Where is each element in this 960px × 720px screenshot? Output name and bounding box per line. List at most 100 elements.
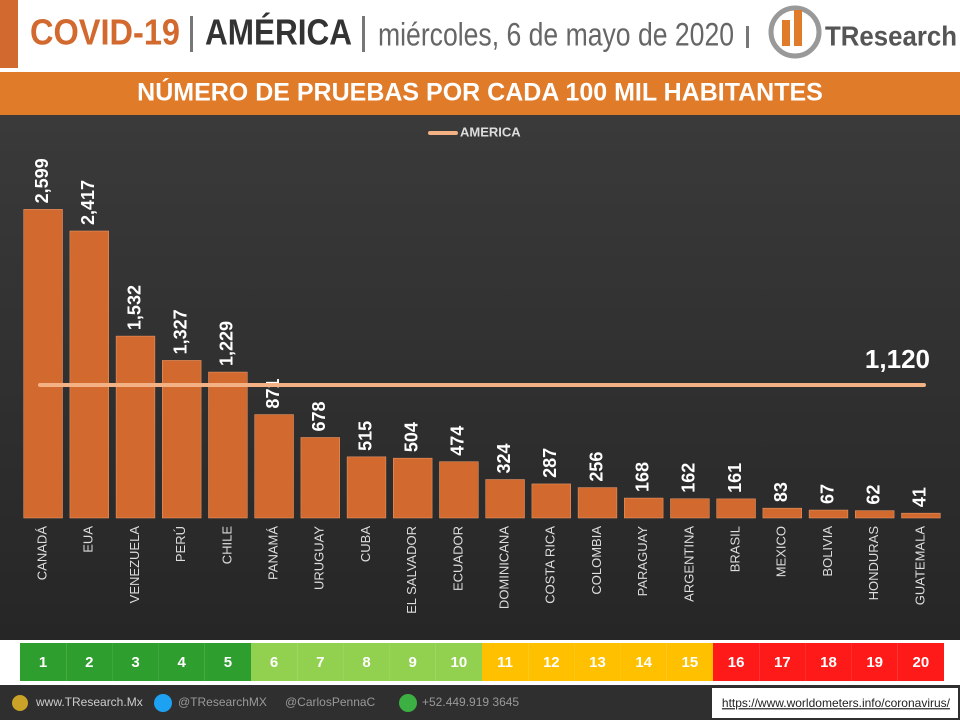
- x-tick-label: GUATEMALA: [912, 526, 927, 606]
- rank-label: 19: [866, 654, 883, 671]
- icon: [154, 694, 172, 712]
- rank-label: 1: [39, 654, 47, 671]
- rank-label: 13: [589, 654, 606, 671]
- bar: [254, 414, 294, 519]
- x-tick-label: VENEZUELA: [127, 526, 142, 604]
- rank-label: 12: [543, 654, 560, 671]
- value-label: 168: [632, 462, 652, 492]
- chart-title: NÚMERO DE PRUEBAS POR CADA 100 MIL HABIT…: [137, 77, 823, 107]
- logo-text: TResearch: [825, 20, 957, 51]
- bar: [762, 507, 802, 519]
- rank-cell: [713, 643, 760, 681]
- footer-twitter: @CarlosPennaC: [285, 695, 376, 709]
- rank-label: 14: [635, 654, 652, 671]
- logo-icon: [794, 10, 802, 46]
- rank-label: 8: [362, 654, 370, 671]
- rank-label: 4: [178, 654, 187, 671]
- rank-label: 9: [409, 654, 417, 671]
- x-tick-label: PANAMÁ: [266, 526, 281, 580]
- rank-cell: [389, 643, 436, 681]
- rank-cell: [574, 643, 621, 681]
- header-title: COVID-19: [30, 12, 180, 53]
- footer-source[interactable]: https://www.worldometers.info/coronaviru…: [722, 696, 951, 710]
- rank-label: 18: [820, 654, 837, 671]
- bar: [855, 510, 895, 519]
- x-tick-label: ARGENTINA: [681, 526, 696, 602]
- rank-cell: [20, 643, 67, 681]
- value-label: 161: [725, 463, 745, 493]
- rank-label: 20: [913, 654, 930, 671]
- rank-cell: [666, 643, 713, 681]
- bar: [716, 498, 756, 519]
- value-label: 1,532: [124, 285, 144, 330]
- x-tick-label: EUA: [81, 526, 96, 553]
- rank-label: 5: [224, 654, 232, 671]
- source-bg: [712, 688, 958, 718]
- bar: [23, 209, 63, 519]
- rank-cell: [620, 643, 667, 681]
- footer-site: www.TResearch.Mx: [35, 695, 143, 709]
- rank-cell: [204, 643, 251, 681]
- x-tick-label: DOMINICANA: [497, 526, 512, 609]
- x-tick-label: CUBA: [358, 526, 373, 562]
- rank-label: 17: [774, 654, 791, 671]
- bar: [901, 512, 941, 519]
- bar: [393, 457, 433, 519]
- x-tick-label: PARAGUAY: [635, 526, 650, 597]
- bar: [531, 483, 571, 519]
- bar: [69, 230, 109, 519]
- rank-cell: [805, 643, 852, 681]
- rank-cell: [66, 643, 113, 681]
- rank-label: 16: [728, 654, 745, 671]
- value-label: 2,599: [32, 158, 52, 203]
- bar: [670, 498, 710, 519]
- value-label: 256: [586, 452, 606, 482]
- value-label: 324: [494, 443, 514, 473]
- header-accent: [0, 0, 18, 68]
- rank-cell: [851, 643, 898, 681]
- value-label: 2,417: [78, 180, 98, 225]
- bar: [300, 437, 340, 519]
- bar: [439, 461, 479, 519]
- rank-cell: [759, 643, 806, 681]
- rank-cell: [435, 643, 482, 681]
- footer-phone: +52.449.919 3645: [422, 695, 519, 709]
- x-tick-label: COLOMBIA: [589, 526, 604, 595]
- x-tick-label: EL SALVADOR: [404, 526, 419, 614]
- rank-cell: [343, 643, 390, 681]
- x-tick-label: BRASIL: [728, 526, 743, 572]
- bar: [208, 371, 248, 519]
- value-label: 504: [401, 422, 421, 452]
- bar: [485, 479, 525, 519]
- chart-bg: [0, 115, 960, 640]
- x-tick-label: CANADÁ: [35, 526, 50, 581]
- value-label: 41: [910, 487, 930, 507]
- title-bar: [0, 72, 960, 115]
- value-label: 67: [817, 484, 837, 504]
- x-tick-label: BOLIVIA: [820, 526, 835, 577]
- header-region: AMÉRICA: [205, 12, 352, 53]
- rank-label: 6: [270, 654, 278, 671]
- rank-cell: [482, 643, 529, 681]
- x-tick-label: HONDURAS: [866, 526, 881, 601]
- rank-label: 7: [316, 654, 324, 671]
- rank-label: 11: [497, 654, 513, 671]
- reference-label: 1,120: [865, 344, 930, 374]
- bar: [624, 497, 664, 519]
- rank-label: 3: [131, 654, 139, 671]
- x-tick-label: PERÚ: [173, 526, 188, 562]
- x-tick-label: COSTA RICA: [543, 526, 558, 604]
- rank-cell: [158, 643, 205, 681]
- x-tick-label: ECUADOR: [450, 526, 465, 591]
- bar: [346, 456, 387, 519]
- value-label: 62: [863, 485, 883, 505]
- separator: [746, 26, 749, 48]
- x-tick-label: URUGUAY: [312, 526, 327, 590]
- icon: [399, 694, 417, 712]
- separator: [190, 16, 193, 52]
- bar: [115, 335, 156, 519]
- value-label: 678: [309, 401, 329, 431]
- logo-icon: [768, 5, 822, 59]
- bar: [808, 509, 849, 519]
